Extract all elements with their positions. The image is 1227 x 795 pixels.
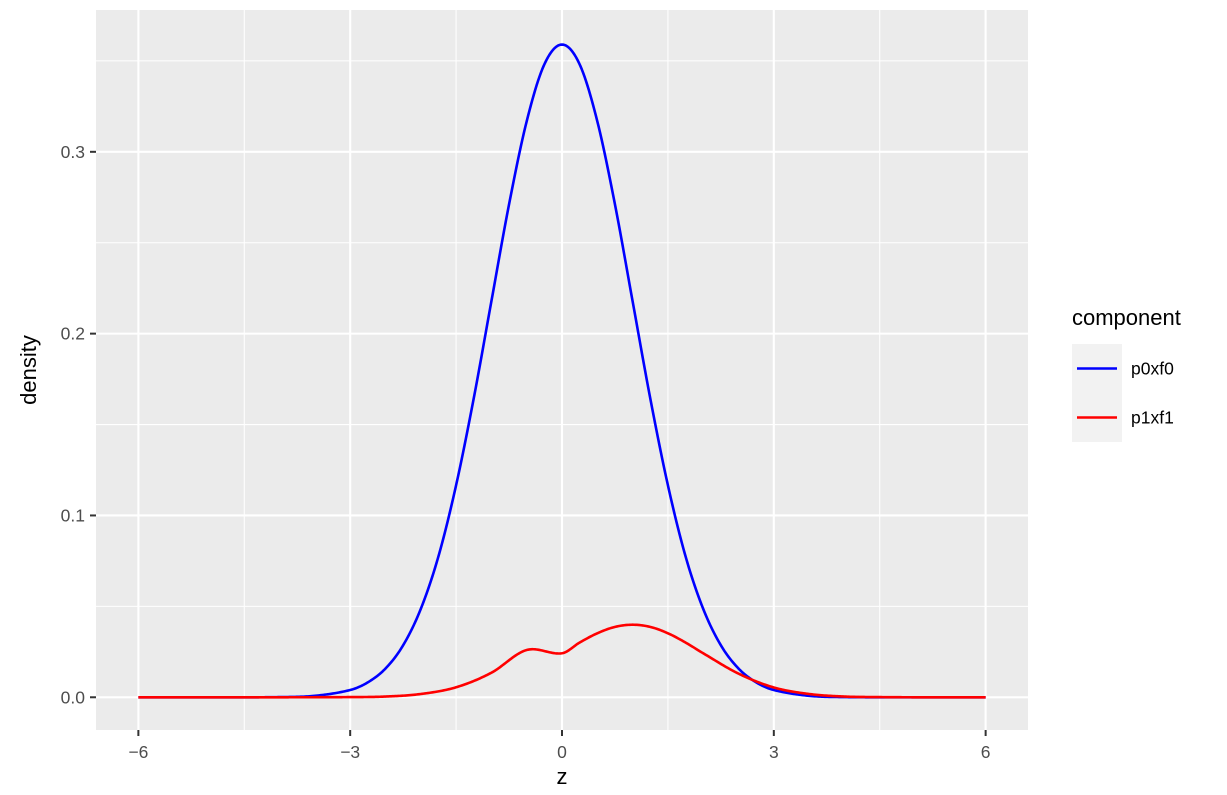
major-gridlines (96, 10, 1028, 730)
y-tick-label: 0.0 (61, 687, 86, 707)
x-axis-title: z (557, 764, 568, 789)
y-tick-label: 0.3 (61, 142, 85, 162)
legend: component p0xf0 p1xf1 (1072, 305, 1181, 442)
x-tick-label: −3 (340, 742, 360, 762)
x-tick-label: 6 (981, 742, 991, 762)
y-tick-label: 0.1 (61, 505, 85, 525)
x-tick-label: 0 (557, 742, 567, 762)
y-axis-ticks: 0.0 0.1 0.2 0.3 (61, 142, 96, 707)
series-layer (138, 43, 986, 699)
y-tick-label: 0.2 (61, 324, 85, 344)
legend-label: p0xf0 (1131, 359, 1174, 379)
legend-title: component (1072, 305, 1181, 330)
legend-label: p1xf1 (1131, 408, 1174, 428)
series-line-p1xf1 (138, 623, 986, 699)
x-tick-label: −6 (128, 742, 148, 762)
x-tick-label: 3 (769, 742, 779, 762)
x-axis-ticks: −6 −3 0 3 6 (128, 730, 991, 762)
y-axis-title: density (16, 335, 41, 405)
